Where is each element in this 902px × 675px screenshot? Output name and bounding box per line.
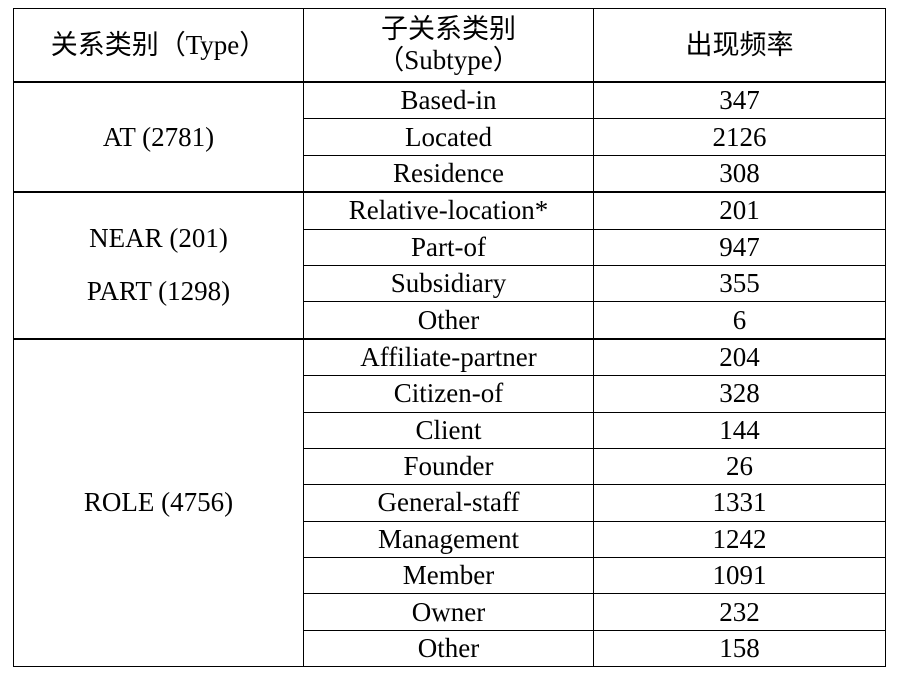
frequency-cell: 204	[593, 338, 886, 377]
type-cell-at: AT (2781)	[13, 81, 304, 193]
type-cell-near-part: NEAR (201) PART (1298)	[13, 191, 304, 340]
group-role: ROLE (4756) Affiliate-partner 204 Citize…	[13, 338, 886, 668]
frequency-cell: 26	[593, 447, 886, 486]
table-row: Other 158	[14, 629, 886, 668]
subtype-cell: Based-in	[303, 81, 594, 120]
table-row: AT (2781) Based-in 347	[13, 81, 886, 193]
type-label: ROLE (4756)	[83, 487, 234, 518]
header-subtype-line1: 子关系类别	[381, 14, 516, 44]
subtype-cell: General-staff	[303, 484, 594, 522]
type-cell-role: ROLE (4756)	[13, 338, 304, 668]
type-label: PART (1298)	[86, 276, 231, 307]
type-label: NEAR (201)	[89, 223, 228, 254]
subtype-cell: Client	[303, 411, 594, 449]
subtype-cell: Subsidiary	[303, 264, 594, 303]
frequency-cell: 144	[593, 411, 886, 449]
frequency-cell: 232	[593, 593, 886, 631]
subtype-cell: Founder	[303, 447, 594, 486]
group-at: AT (2781) Based-in 347 Located 2126 Resi…	[13, 81, 886, 193]
table-header: 关系类别（Type） 子关系类别 （Subtype） 出现频率	[13, 8, 886, 83]
table-row: NEAR (201) PART (1298) Relative-location…	[13, 191, 886, 340]
frequency-cell: 158	[593, 629, 886, 668]
subtype-cell: Member	[303, 557, 594, 595]
table-row: ROLE (4756) Affiliate-partner 204	[13, 338, 886, 668]
subtype-cell: Located	[303, 118, 594, 156]
header-type: 关系类别（Type）	[13, 8, 304, 83]
frequency-cell: 1242	[593, 520, 886, 559]
header-frequency: 出现频率	[593, 8, 886, 83]
subtype-cell: Other	[303, 301, 594, 340]
subtype-cell: Relative-location*	[303, 191, 594, 230]
subtype-cell: Affiliate-partner	[303, 338, 594, 377]
frequency-cell: 1331	[593, 484, 886, 522]
frequency-cell: 355	[593, 264, 886, 303]
type-label: AT (2781)	[102, 121, 215, 152]
table-row: Other 6	[14, 301, 886, 340]
subtype-cell: Residence	[303, 154, 594, 193]
header-subtype-line2: （Subtype）	[377, 45, 520, 75]
frequency-cell: 347	[593, 81, 886, 120]
frequency-cell: 328	[593, 375, 886, 413]
table-row: Owner 232	[14, 593, 886, 631]
frequency-cell: 308	[593, 154, 886, 193]
subtype-cell: Owner	[303, 593, 594, 631]
subtype-cell: Management	[303, 520, 594, 559]
group-near-part: NEAR (201) PART (1298) Relative-location…	[13, 191, 886, 340]
frequency-cell: 947	[593, 228, 886, 266]
frequency-cell: 2126	[593, 118, 886, 156]
subtype-cell: Part-of	[303, 228, 594, 266]
table-row: Subsidiary 355	[14, 264, 886, 303]
frequency-cell: 1091	[593, 557, 886, 595]
frequency-cell: 6	[593, 301, 886, 340]
subtype-cell: Citizen-of	[303, 375, 594, 413]
header-row: 关系类别（Type） 子关系类别 （Subtype） 出现频率	[13, 8, 886, 83]
table-row: Located 2126	[14, 118, 886, 156]
table-row: General-staff 1331	[14, 484, 886, 522]
table-row: Citizen-of 328	[14, 375, 886, 413]
table-row: Member 1091	[14, 557, 886, 595]
relation-frequency-table: 关系类别（Type） 子关系类别 （Subtype） 出现频率 AT (2781…	[13, 8, 886, 668]
header-subtype: 子关系类别 （Subtype）	[303, 8, 594, 83]
frequency-cell: 201	[593, 191, 886, 230]
subtype-cell: Other	[303, 629, 594, 668]
